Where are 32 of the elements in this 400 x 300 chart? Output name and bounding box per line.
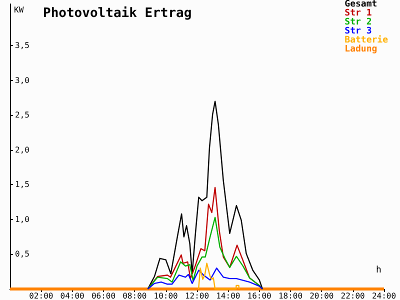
text: Str 1 — [344, 8, 372, 18]
x-tick-label: 24:00 — [372, 292, 396, 300]
x-axis-title: h — [376, 266, 382, 276]
x-tick-label: 02:00 — [29, 292, 54, 300]
text: Batterie — [344, 34, 389, 46]
text: Gesamt — [344, 0, 378, 10]
text: Str 3 — [344, 26, 372, 36]
line-series — [147, 268, 264, 290]
y-tick-label: 1,5 — [15, 180, 30, 190]
x-tick-label: 08:00 — [122, 292, 147, 300]
chart-title: Photovoltaik Ertrag — [43, 6, 192, 21]
text: Str 2 — [344, 18, 372, 28]
y-tick-label: 0,5 — [15, 250, 30, 259]
x-tick-label: 06:00 — [91, 292, 116, 300]
y-axis-title: KW — [14, 6, 24, 14]
line-series — [147, 216, 264, 290]
y-tick-label: 2,5 — [15, 110, 30, 120]
y-tick-label: 2,0 — [15, 145, 30, 154]
x-tick-label: 22:00 — [340, 292, 366, 300]
x-tick-label: 10:00 — [154, 292, 178, 300]
x-tick-label: 14:00 — [216, 292, 240, 300]
text: Ladung — [344, 44, 378, 54]
y-tick-label: 3,5 — [15, 41, 30, 50]
line-series — [147, 100, 264, 290]
x-tick-label: 18:00 — [278, 292, 303, 300]
x-tick-label: 16:00 — [247, 292, 272, 300]
line-series — [198, 262, 240, 290]
y-tick-label: 1,0 — [15, 214, 30, 224]
x-tick-label: 20:00 — [310, 292, 334, 300]
y-tick-label: 3,0 — [15, 76, 30, 85]
x-tick-label: 12:00 — [184, 292, 210, 300]
x-tick-label: 04:00 — [60, 292, 85, 300]
